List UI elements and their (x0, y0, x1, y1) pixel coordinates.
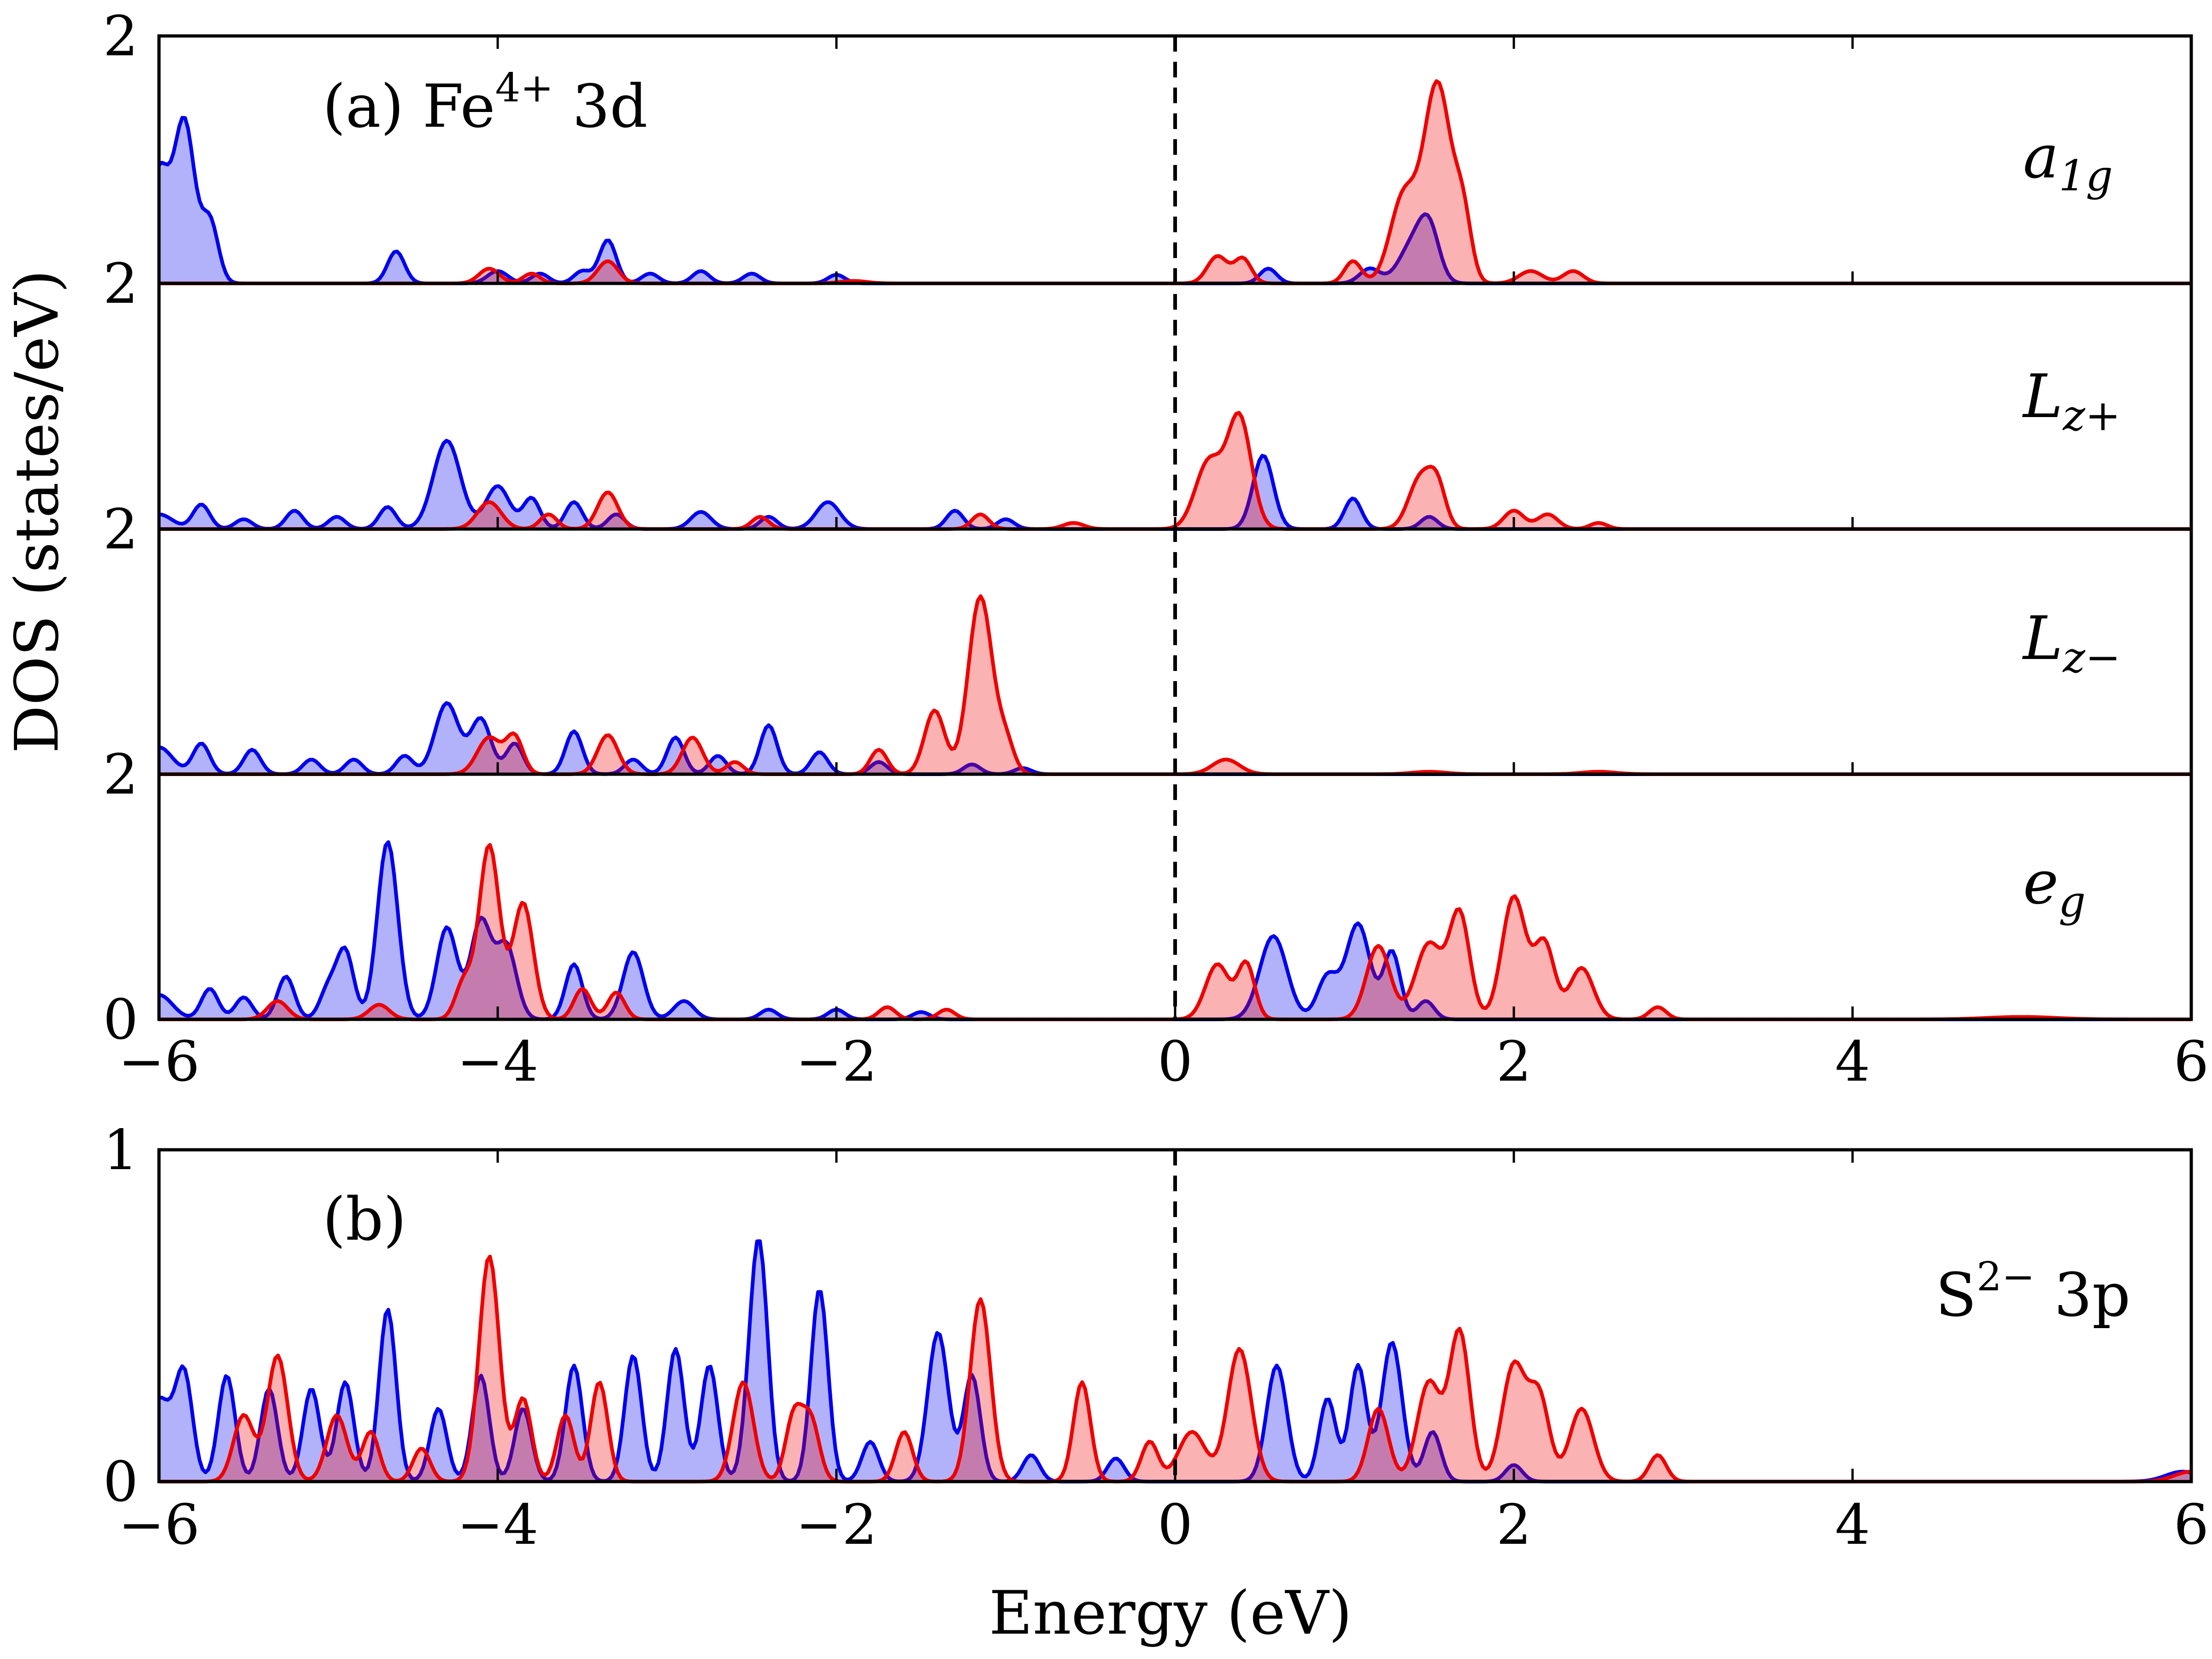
label-s-3p: S2− 3p (1936, 1254, 2130, 1330)
label-lz-plus: Lz+ (2022, 361, 2121, 440)
ytick-label-b-1: 1 (103, 1118, 138, 1182)
xtick-label-b-4: 2 (1496, 1493, 1531, 1557)
xtick-label-a-3: 0 (1158, 1030, 1193, 1094)
frame-subpanel-eg (157, 772, 2193, 1021)
label-eg: eg (2023, 847, 2086, 926)
xtick-label-b-0: −6 (118, 1493, 200, 1557)
xtick-label-b-5: 4 (1835, 1493, 1870, 1557)
xtick-label-a-6: 6 (2174, 1030, 2209, 1094)
xtick-label-a-0: −6 (118, 1030, 200, 1094)
xtick-label-b-1: −4 (457, 1493, 539, 1557)
label-a1g: a1g (2023, 122, 2113, 200)
x-axis-title: Energy (eV) (989, 1578, 1352, 1648)
curves-layer (158, 79, 2192, 1483)
series-s3p-blue-fill (159, 1241, 2191, 1482)
y-axis-title: DOS (states/eV) (2, 270, 72, 753)
panel-b-label: (b) (323, 1185, 406, 1254)
ytick-label-Lz+-top: 2 (103, 252, 138, 316)
ytick-label-Lz--top: 2 (103, 498, 138, 562)
frame-panel-b (157, 1148, 2193, 1483)
panel-a-label: (a) Fe4+ 3d (323, 65, 647, 141)
xtick-label-b-3: 0 (1158, 1493, 1193, 1557)
xtick-label-a-5: 4 (1835, 1030, 1870, 1094)
xtick-label-a-1: −4 (457, 1030, 539, 1094)
ytick-label-eg-bottom: 0 (103, 988, 138, 1052)
ticks-layer: −6 −4 −2 0 2 4 6 −6 −4 −2 0 2 4 6 2 2 2 2 0 0 1 (103, 5, 2209, 1557)
series-s3p-red-fill (159, 1256, 2191, 1482)
label-lz-minus: Lz− (2022, 603, 2121, 682)
xtick-label-a-4: 2 (1496, 1030, 1531, 1094)
xtick-label-b-2: −2 (796, 1493, 877, 1557)
ytick-label-eg-top: 2 (103, 743, 138, 807)
ytick-label-a1g-top: 2 (103, 5, 138, 69)
ytick-label-b-0: 0 (103, 1450, 138, 1514)
frames-layer (157, 34, 2193, 1483)
xtick-label-a-2: −2 (796, 1030, 877, 1094)
xtick-label-b-6: 6 (2174, 1493, 2209, 1557)
